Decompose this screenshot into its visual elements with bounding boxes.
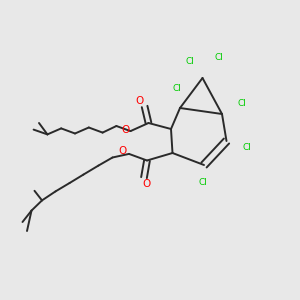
Text: Cl: Cl (242, 142, 251, 152)
Text: O: O (119, 146, 127, 156)
Text: Cl: Cl (172, 84, 182, 93)
Text: Cl: Cl (185, 57, 194, 66)
Text: Cl: Cl (237, 99, 246, 108)
Text: O: O (135, 96, 143, 106)
Text: Cl: Cl (214, 53, 224, 62)
Text: O: O (121, 124, 129, 135)
Text: O: O (142, 179, 151, 189)
Text: Cl: Cl (198, 178, 207, 187)
